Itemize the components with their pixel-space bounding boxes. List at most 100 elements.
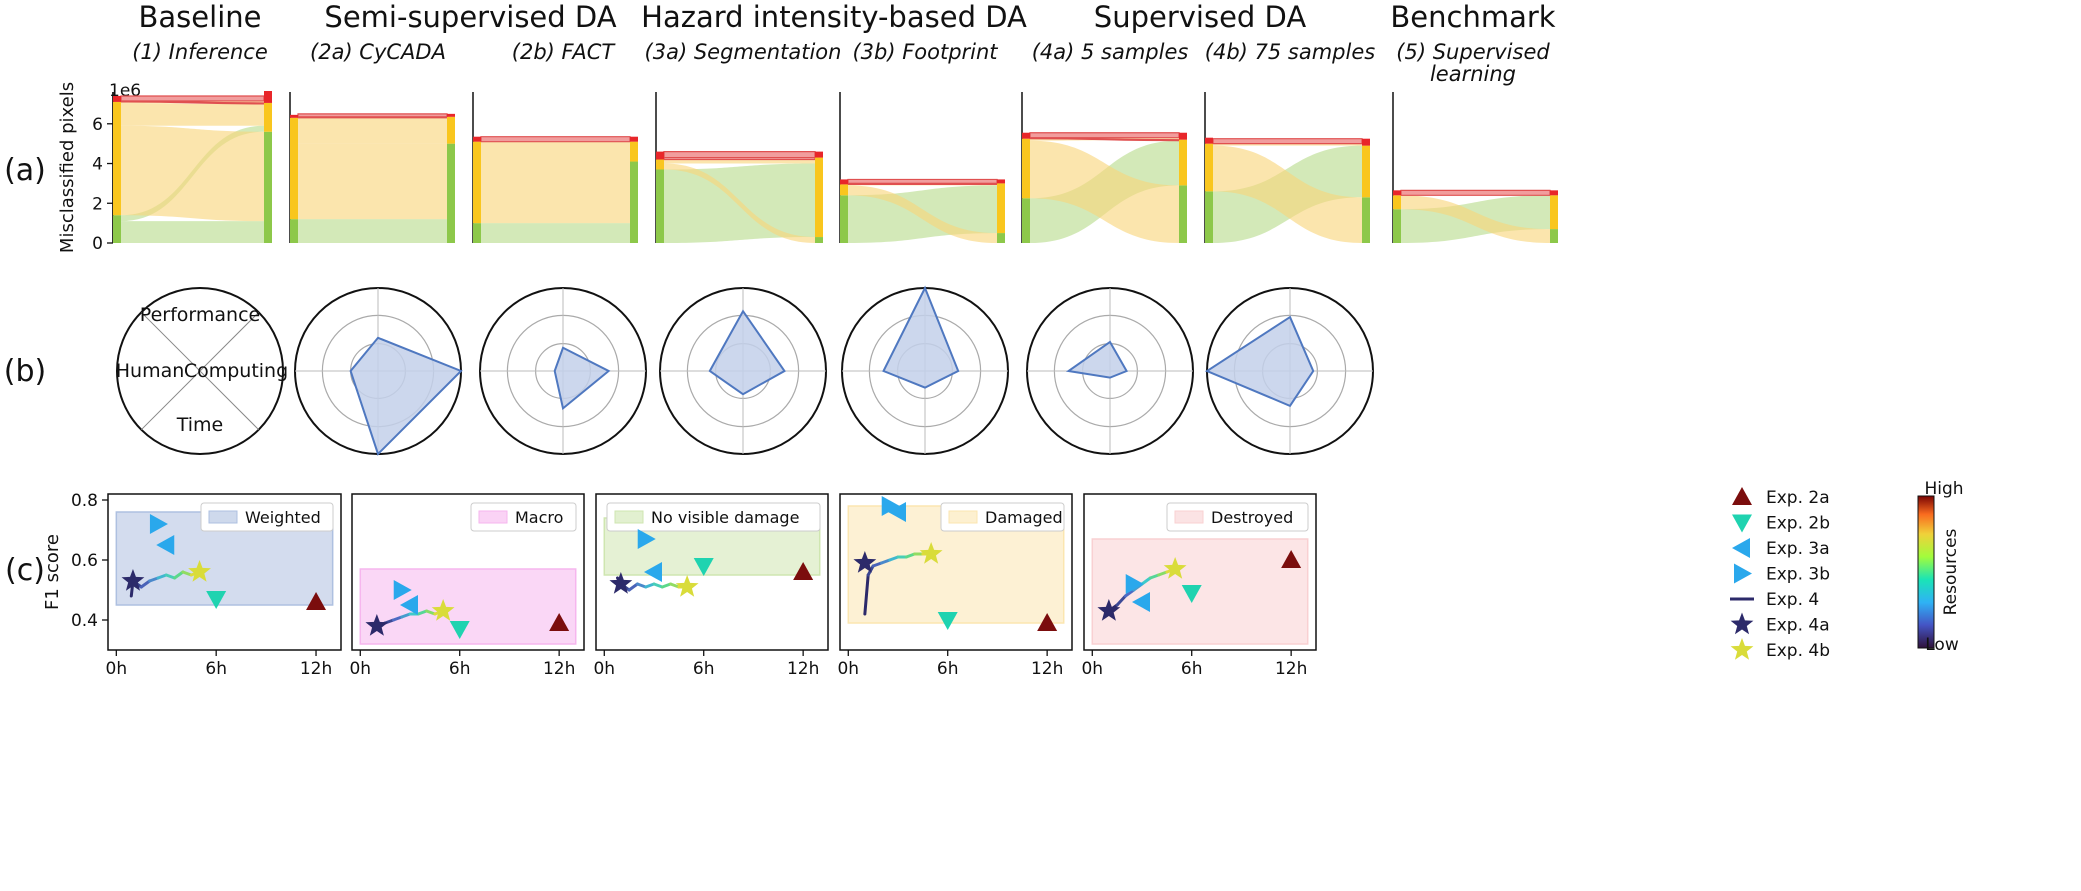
radar-shape: [553, 346, 611, 411]
group-title: Hazard intensity-based DA: [641, 0, 1027, 34]
sankey-flow: [1030, 140, 1179, 243]
sankey-flow: [848, 185, 997, 243]
y-tick-label: 0.4: [71, 611, 98, 631]
point-exp-4a: [121, 569, 145, 591]
point-exp-3b: [1125, 574, 1144, 594]
sankey-node-left: [840, 195, 848, 243]
sankey-node-left: [473, 141, 481, 224]
column-subtitle: (3a) Segmentation: [645, 40, 842, 64]
sankey-flow: [664, 159, 815, 164]
x-tick-label: 0h: [1081, 659, 1103, 679]
sankey-node-right: [447, 113, 455, 117]
radar-axis-label: Computing: [184, 360, 288, 382]
sankey-panel: [112, 91, 272, 243]
sankey-node-left: [1393, 190, 1401, 196]
row-label-c: (c): [5, 553, 45, 588]
point-exp-3a: [1132, 592, 1150, 612]
point-exp-3a: [156, 535, 175, 555]
sankey-node-left: [1393, 195, 1401, 210]
point-exp-2b: [693, 558, 714, 576]
exp4-curve-segment: [627, 582, 639, 592]
sankey-node-left: [1022, 138, 1030, 199]
panel-frame: [839, 493, 1073, 651]
legend-marker: [1730, 612, 1754, 635]
point-exp-2a: [306, 592, 327, 610]
sankey-flow: [663, 151, 816, 159]
sankey-node-right: [1179, 132, 1187, 140]
x-tick-label: 0h: [593, 659, 615, 679]
y-axis-label: F1 score: [42, 534, 63, 610]
sankey-node-left: [113, 101, 121, 216]
radar-panel: [294, 287, 463, 456]
x-tick-label: 0h: [349, 659, 371, 679]
x-tick-label: 6h: [693, 659, 715, 679]
sankey-node-left: [1022, 132, 1030, 139]
sankey-node-right: [1550, 190, 1558, 196]
sankey-node-right: [815, 157, 823, 238]
row-b-radar: Performance Computing Time Human: [116, 285, 1374, 456]
x-tick-label: 6h: [937, 659, 959, 679]
sankey-node-left: [656, 169, 664, 243]
sankey-node-right: [264, 91, 272, 103]
sankey-node-right: [630, 136, 638, 142]
point-exp-2a: [1281, 550, 1302, 568]
panel-legend-label: Destroyed: [1211, 508, 1293, 527]
x-tick-label: 6h: [205, 659, 227, 679]
y-axis-label: Misclassified pixels: [57, 82, 78, 253]
legend-label: Exp. 3b: [1766, 565, 1830, 585]
panel-frame: [1083, 493, 1317, 651]
experiment-legend: Exp. 2a Exp. 2b Exp. 3a Exp. 3b Exp. 4 Exp. 4…: [1730, 487, 1830, 661]
exp4-curve-segment: [1115, 594, 1127, 607]
row-c-f1-scatter: 0.4 0.6 0.8 F1 score 0h 6h 12h Weighted 0h 6h 12h M…: [42, 491, 1317, 679]
point-exp-3a: [400, 595, 418, 615]
sankey-node-left: [113, 95, 121, 102]
legend-label: Exp. 4: [1766, 590, 1819, 610]
sankey-flow: [480, 136, 631, 143]
point-exp-3a: [644, 562, 662, 582]
sankey-node-right: [1362, 145, 1370, 198]
row-label-b: (b): [4, 354, 46, 389]
sankey-panel: [655, 92, 823, 243]
panel-frame: [351, 493, 585, 651]
radar-shape: [1065, 340, 1129, 379]
legend-marker: [1732, 514, 1752, 533]
y-tick-label: 0.6: [71, 551, 98, 571]
sankey-node-left: [473, 136, 481, 142]
radar-panel: [1026, 287, 1194, 455]
point-exp-3b: [881, 496, 900, 516]
sankey-flow: [481, 141, 630, 162]
x-tick-label: 12h: [1275, 659, 1307, 679]
radar-panel: [479, 287, 647, 455]
sankey-node-left: [290, 114, 298, 118]
sankey-flow: [297, 113, 448, 118]
sankey-node-right: [1362, 197, 1370, 243]
sankey-flow: [481, 161, 630, 224]
sankey-node-right: [815, 151, 823, 158]
panel-legend-swatch: [208, 510, 238, 524]
point-exp-3a: [888, 502, 906, 522]
x-tick-label: 0h: [837, 659, 859, 679]
sankey-node-left: [1022, 198, 1030, 243]
x-tick-label: 12h: [1031, 659, 1063, 679]
group-title: Supervised DA: [1094, 0, 1307, 34]
panel-legend-swatch: [614, 510, 644, 524]
point-exp-3b: [393, 580, 412, 600]
sankey-node-right: [997, 233, 1005, 243]
legend-marker: [1732, 487, 1752, 505]
exp4-curve-segment: [1123, 588, 1136, 598]
legend-label: Exp. 2b: [1766, 514, 1830, 534]
sankey-node-right: [997, 179, 1005, 184]
panel-legend-box: [940, 502, 1065, 532]
sankey-flow: [481, 223, 630, 243]
sankey-node-right: [447, 143, 455, 243]
sankey-flow: [1212, 138, 1363, 145]
point-exp-2b: [937, 612, 958, 630]
radar-shape: [349, 336, 463, 456]
legend-marker: [1730, 638, 1754, 660]
sankey-node-left: [1205, 137, 1213, 144]
point-exp-4a: [609, 572, 633, 594]
sankey-flow: [298, 117, 447, 144]
sankey-node-right: [630, 161, 638, 243]
panel-legend-swatch: [1174, 510, 1204, 524]
sankey-node-right: [447, 116, 455, 144]
